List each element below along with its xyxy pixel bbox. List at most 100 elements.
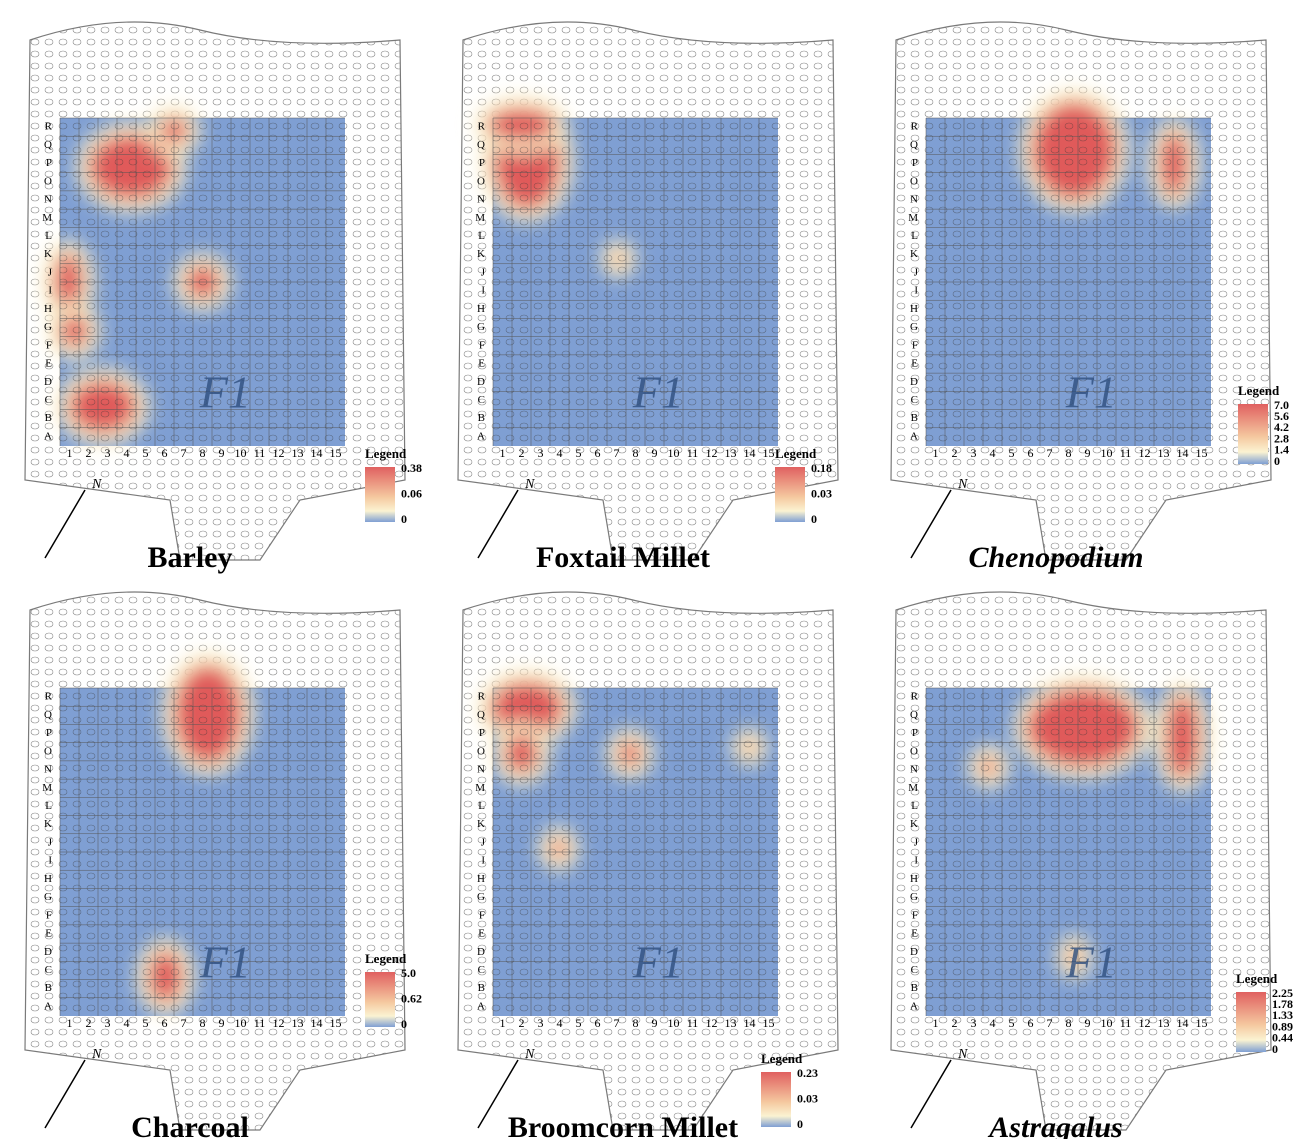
legend-label: 1.33 bbox=[1272, 1008, 1293, 1022]
row-label: M bbox=[475, 782, 485, 794]
legend-label: 0 bbox=[811, 512, 817, 526]
column-label: 9 bbox=[219, 1016, 225, 1030]
row-label: J bbox=[914, 836, 919, 848]
column-label: 5 bbox=[1009, 446, 1015, 460]
row-label: D bbox=[44, 946, 52, 958]
column-label: 9 bbox=[219, 446, 225, 460]
column-label: 2 bbox=[86, 446, 92, 460]
column-label: 10 bbox=[1101, 446, 1113, 460]
legend-bar bbox=[775, 467, 805, 522]
row-label: D bbox=[910, 376, 918, 388]
row-label: I bbox=[914, 285, 918, 297]
column-label: 13 bbox=[292, 446, 304, 460]
row-label: G bbox=[477, 891, 485, 903]
column-label: 13 bbox=[725, 446, 737, 460]
north-label: N bbox=[91, 1047, 102, 1062]
row-label: D bbox=[477, 376, 485, 388]
legend-label: 0 bbox=[401, 1017, 407, 1031]
column-label: 5 bbox=[576, 446, 582, 460]
row-label: R bbox=[478, 691, 486, 703]
row-label: E bbox=[911, 928, 918, 940]
legend-title: Legend bbox=[365, 446, 407, 461]
column-label: 11 bbox=[254, 1016, 266, 1030]
row-label: B bbox=[45, 982, 52, 994]
column-label: 11 bbox=[254, 446, 266, 460]
north-arrow bbox=[44, 489, 86, 559]
north-arrow bbox=[477, 1059, 519, 1129]
row-label: J bbox=[481, 836, 486, 848]
row-label: B bbox=[478, 412, 485, 424]
row-label: F bbox=[46, 909, 52, 921]
row-label: A bbox=[477, 430, 485, 442]
row-label: R bbox=[478, 121, 486, 133]
row-label: R bbox=[45, 121, 53, 133]
column-label: 3 bbox=[105, 446, 111, 460]
column-label: 3 bbox=[538, 446, 544, 460]
legend-title: Legend bbox=[1236, 971, 1278, 986]
column-label: 10 bbox=[235, 1016, 247, 1030]
column-label: 13 bbox=[1158, 446, 1170, 460]
legend-title: Legend bbox=[365, 951, 407, 966]
row-label: B bbox=[478, 982, 485, 994]
column-label: 9 bbox=[652, 446, 658, 460]
column-label: 6 bbox=[1028, 1016, 1034, 1030]
column-label: 7 bbox=[614, 1016, 620, 1030]
column-label: 3 bbox=[971, 446, 977, 460]
legend-label: 2.25 bbox=[1272, 986, 1293, 1000]
column-label: 10 bbox=[235, 446, 247, 460]
row-label: I bbox=[481, 285, 485, 297]
column-label: 14 bbox=[311, 446, 323, 460]
north-label: N bbox=[524, 1047, 535, 1062]
row-label: M bbox=[475, 212, 485, 224]
column-label: 11 bbox=[687, 1016, 699, 1030]
column-label: 8 bbox=[1066, 1016, 1072, 1030]
row-label: E bbox=[911, 358, 918, 370]
legend-label: 2.8 bbox=[1274, 431, 1289, 445]
column-label: 6 bbox=[595, 1016, 601, 1030]
column-label: 15 bbox=[1196, 446, 1208, 460]
column-label: 12 bbox=[1139, 446, 1151, 460]
column-label: 6 bbox=[162, 446, 168, 460]
legend-label: 5.6 bbox=[1274, 409, 1289, 423]
row-label: C bbox=[45, 394, 52, 406]
legend-label: 0.03 bbox=[797, 1091, 818, 1105]
legend-label: 0.06 bbox=[401, 486, 422, 500]
column-label: 12 bbox=[706, 446, 718, 460]
legend-label: 0.44 bbox=[1272, 1031, 1293, 1045]
column-label: 15 bbox=[763, 446, 775, 460]
row-label: L bbox=[911, 800, 918, 812]
row-label: I bbox=[481, 855, 485, 867]
column-label: 4 bbox=[990, 1016, 996, 1030]
row-label: P bbox=[479, 157, 485, 169]
row-label: A bbox=[910, 1000, 918, 1012]
column-label: 1 bbox=[500, 1016, 506, 1030]
row-label: C bbox=[45, 964, 52, 976]
structure-label: F1 bbox=[632, 936, 684, 987]
row-label: A bbox=[477, 1000, 485, 1012]
column-label: 1 bbox=[67, 446, 73, 460]
row-label: Q bbox=[910, 709, 918, 721]
row-label: P bbox=[46, 727, 52, 739]
row-label: C bbox=[911, 394, 918, 406]
structure-label: F1 bbox=[199, 366, 251, 417]
row-label: P bbox=[46, 157, 52, 169]
row-label: O bbox=[910, 745, 918, 757]
row-label: F bbox=[46, 339, 52, 351]
column-label: 2 bbox=[519, 1016, 525, 1030]
row-label: J bbox=[481, 266, 486, 278]
row-label: B bbox=[911, 982, 918, 994]
legend-label: 5.0 bbox=[401, 966, 416, 980]
row-label: D bbox=[477, 946, 485, 958]
row-label: L bbox=[45, 230, 52, 242]
column-label: 2 bbox=[952, 1016, 958, 1030]
row-label: C bbox=[478, 394, 485, 406]
column-label: 2 bbox=[519, 446, 525, 460]
row-label: N bbox=[910, 764, 918, 776]
north-label: N bbox=[524, 477, 535, 492]
row-label: N bbox=[44, 194, 52, 206]
structure-label: F1 bbox=[1065, 936, 1117, 987]
row-label: H bbox=[477, 873, 485, 885]
column-label: 15 bbox=[1196, 1016, 1208, 1030]
north-arrow bbox=[910, 1059, 952, 1129]
